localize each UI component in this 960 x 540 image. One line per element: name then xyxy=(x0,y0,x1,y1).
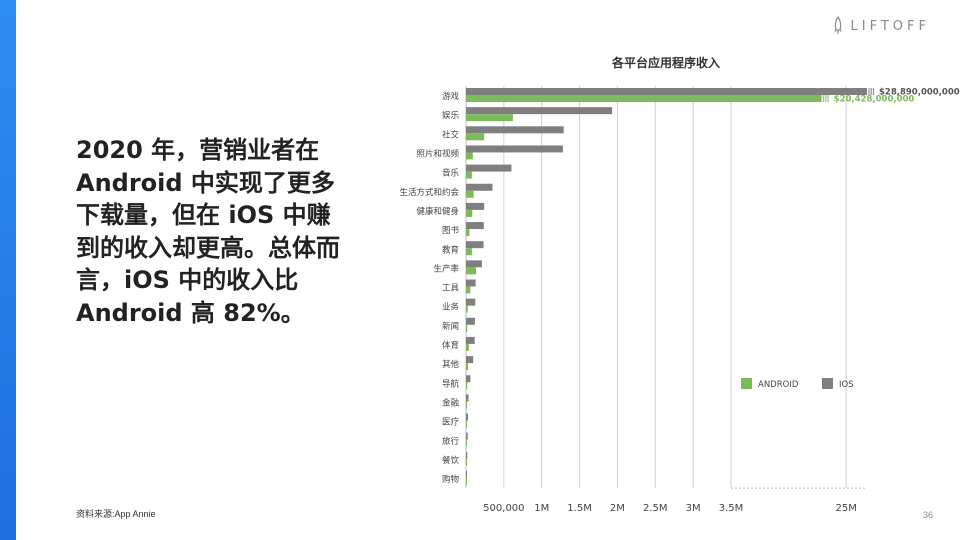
category-label: 娱乐 xyxy=(442,110,460,121)
android-bar xyxy=(466,114,513,122)
category-label: 其他 xyxy=(442,359,460,370)
ios-bar xyxy=(466,471,467,478)
category-label: 体育 xyxy=(442,340,459,351)
x-tick-label: 1M xyxy=(534,503,549,514)
category-label: 社交 xyxy=(442,129,460,140)
category-label: 新闻 xyxy=(442,321,459,332)
category-label: 游戏 xyxy=(442,91,460,102)
ios-bar xyxy=(466,317,475,325)
ios-bar xyxy=(466,183,493,191)
category-label: 生活方式和约会 xyxy=(399,187,459,198)
x-tick-label: 3.5M xyxy=(719,503,744,514)
android-bar xyxy=(466,305,468,313)
brand-logo: LIFTOFF xyxy=(833,16,930,36)
chart-title: 各平台应用程序收入 xyxy=(611,56,720,70)
category-label: 旅行 xyxy=(442,436,460,447)
android-bar xyxy=(466,439,467,447)
android-bar xyxy=(466,190,474,198)
ios-bar xyxy=(466,202,485,210)
ios-bar xyxy=(466,394,469,402)
category-label: 图书 xyxy=(442,225,460,236)
ios-bar xyxy=(466,375,471,383)
android-bar xyxy=(466,267,476,275)
data-label: $20,428,000,000 xyxy=(834,95,915,105)
category-label: 业务 xyxy=(442,302,460,313)
category-label: 金融 xyxy=(442,397,460,408)
category-label: 购物 xyxy=(442,474,460,485)
rocket-icon xyxy=(833,16,842,35)
legend-swatch xyxy=(741,378,752,389)
ios-bar xyxy=(466,356,474,364)
x-tick-label: 2.5M xyxy=(643,503,668,514)
android-bar xyxy=(466,343,469,351)
x-tick-label: 1.5M xyxy=(567,503,592,514)
android-bar xyxy=(466,420,467,428)
android-bar xyxy=(466,382,468,390)
android-bar xyxy=(466,152,473,160)
accent-side-bar xyxy=(0,0,16,540)
x-tick-label: 3M xyxy=(686,503,701,514)
data-label: $28,890,000,000 xyxy=(879,88,960,98)
source-note: 资料来源:App Annie xyxy=(76,509,156,519)
ios-bar xyxy=(466,126,564,134)
ios-bar xyxy=(466,145,563,153)
android-bar xyxy=(466,401,467,409)
android-bar xyxy=(466,458,467,466)
ios-bar xyxy=(466,241,484,249)
ios-bar xyxy=(466,164,512,172)
headline: 2020 年，营销业者在 Android 中实现了更多 下载量，但在 iOS 中… xyxy=(76,136,340,327)
category-label: 医疗 xyxy=(442,417,460,428)
category-label: 健康和健身 xyxy=(416,206,459,217)
category-label: 照片和视频 xyxy=(416,149,459,160)
page-number: 36 xyxy=(922,510,933,520)
ios-bar xyxy=(466,451,468,459)
android-bar xyxy=(466,209,473,217)
android-bar xyxy=(466,229,470,237)
x-tick-label: 500,000 xyxy=(483,503,524,514)
android-bar xyxy=(466,248,472,256)
android-bar xyxy=(466,286,471,294)
android-bar xyxy=(466,133,485,141)
legend-label: ANDROID xyxy=(758,380,799,390)
ios-bar xyxy=(466,222,484,230)
android-bar xyxy=(466,95,822,102)
ios-bar xyxy=(466,413,469,421)
android-bar xyxy=(466,478,467,485)
ios-bar xyxy=(466,88,867,95)
android-bar xyxy=(466,171,472,179)
brand-name: LIFTOFF xyxy=(850,18,930,34)
category-label: 餐饮 xyxy=(442,455,460,466)
category-label: 导航 xyxy=(442,378,460,389)
x-tick-label: 25M xyxy=(835,503,856,514)
legend-swatch xyxy=(822,378,833,389)
legend-label: IOS xyxy=(839,380,854,390)
category-label: 工具 xyxy=(442,284,460,294)
android-bar xyxy=(466,363,469,371)
ios-bar xyxy=(466,298,476,306)
ios-bar xyxy=(466,432,468,440)
ios-bar xyxy=(466,260,482,268)
ios-bar xyxy=(466,107,613,115)
android-bar xyxy=(466,324,468,332)
category-label: 生产率 xyxy=(433,263,459,274)
ios-bar xyxy=(466,336,475,344)
x-tick-label: 2M xyxy=(610,503,625,514)
category-label: 音乐 xyxy=(442,168,460,179)
category-label: 教育 xyxy=(442,244,459,255)
ios-bar xyxy=(466,279,476,287)
